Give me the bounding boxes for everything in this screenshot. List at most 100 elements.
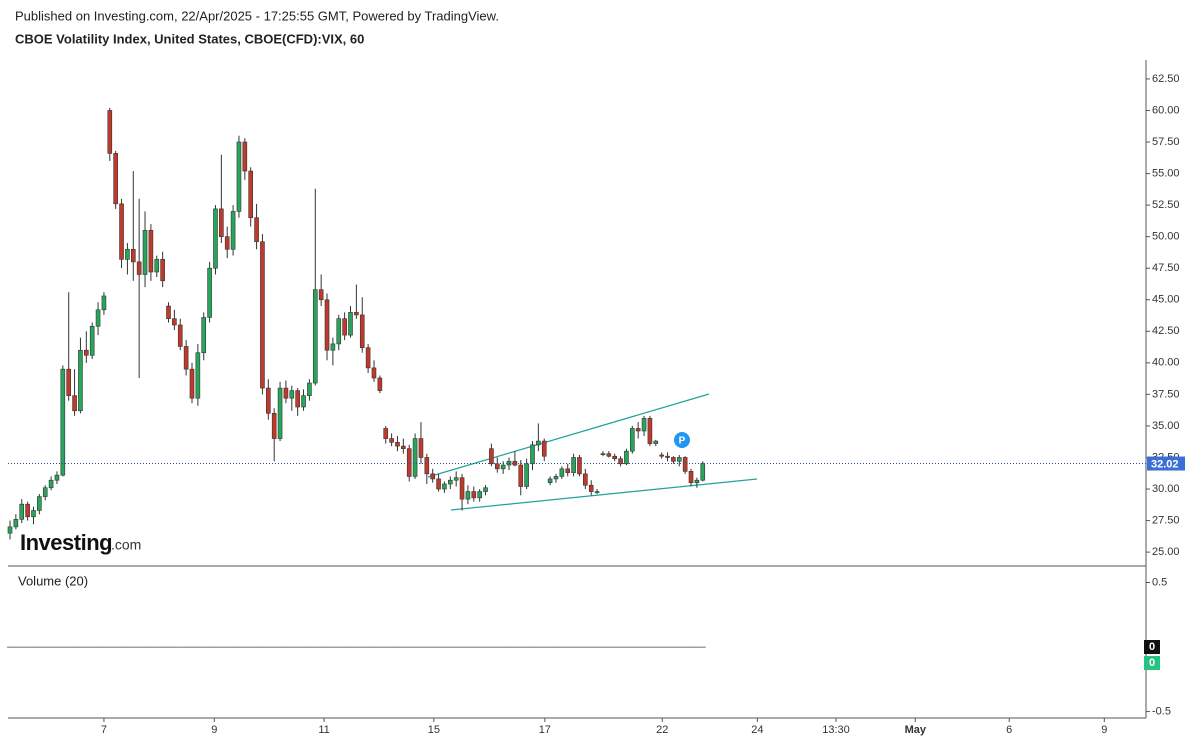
candle-body [89, 325, 95, 356]
y-tick-label: 62.50 [1152, 73, 1180, 85]
y-tick-label: 40.00 [1152, 357, 1180, 369]
candle-body [312, 289, 318, 384]
candle-body [494, 463, 500, 470]
volume-bar [6, 646, 13, 649]
candle-body [166, 305, 171, 319]
candle-body [183, 346, 189, 370]
volume-bar [470, 646, 477, 649]
volume-bar [570, 646, 577, 649]
volume-bar [241, 646, 248, 649]
candle-body [682, 457, 688, 472]
volume-bar [48, 646, 55, 649]
volume-bar [670, 646, 677, 649]
candle-body [436, 478, 441, 490]
volume-bar [605, 646, 612, 649]
volume-bar [206, 646, 213, 649]
candle-body [342, 318, 347, 336]
candle-body [659, 454, 664, 457]
volume-bar [265, 646, 272, 649]
candle-body [13, 519, 19, 528]
candle-body [172, 318, 177, 326]
volume-bar [635, 646, 642, 649]
candle-body [136, 261, 142, 275]
volume-bar [464, 646, 471, 649]
candle-body [477, 491, 482, 499]
candle-body [72, 395, 77, 412]
volume-bar [271, 646, 278, 649]
candle-body [354, 312, 359, 316]
volume-last-label: 0 [1149, 641, 1155, 653]
candle-body [641, 418, 647, 432]
volume-bar [341, 646, 348, 649]
volume-bar [347, 646, 354, 649]
candle-body [512, 460, 518, 466]
volume-bars [6, 646, 706, 649]
candle-body [148, 230, 154, 273]
x-tick-label: May [905, 724, 927, 736]
volume-title: Volume (20) [18, 573, 88, 588]
volume-bar [482, 646, 489, 649]
volume-bar [688, 646, 695, 649]
volume-bar [353, 646, 360, 649]
volume-bar [435, 646, 442, 649]
candle-body [583, 473, 588, 486]
candle-body [195, 352, 201, 399]
volume-bar [77, 646, 84, 649]
x-tick-label: 11 [318, 724, 329, 736]
candle-body [612, 455, 617, 460]
volume-bar [558, 646, 565, 649]
volume-bar [629, 646, 636, 649]
volume-bar [506, 646, 513, 649]
volume-y-tick-label: -0.5 [1152, 705, 1171, 717]
candle-body [653, 440, 659, 444]
volume-ma-box [1144, 656, 1160, 671]
x-tick-label: 9 [211, 724, 217, 736]
x-tick-label: 13:30 [822, 724, 850, 736]
candle-body [406, 448, 412, 477]
candle-body [260, 241, 265, 389]
candle-body [213, 208, 218, 269]
volume-bar [400, 646, 407, 649]
candle-body [142, 230, 148, 275]
volume-bar [370, 646, 377, 649]
candle-body [565, 468, 571, 473]
volume-bar [224, 646, 231, 649]
volume-bar [658, 646, 665, 649]
y-tick-label: 25.00 [1152, 546, 1180, 558]
y-tick-label: 37.50 [1152, 388, 1180, 400]
candle-body [448, 479, 453, 485]
y-tick-label: 60.00 [1152, 104, 1180, 116]
candle-body [518, 464, 524, 487]
candle-body [160, 259, 165, 282]
volume-bar [699, 646, 706, 649]
candle-body [383, 428, 389, 439]
candle-body [541, 440, 547, 457]
candle-body [401, 445, 406, 449]
volume-bar [259, 646, 266, 649]
candle-body [295, 390, 300, 408]
candle-body [424, 457, 430, 475]
candle-body [54, 474, 60, 481]
candle-body [459, 477, 465, 500]
volume-last-box [1144, 640, 1160, 655]
trend-line-lower [450, 478, 758, 511]
volume-y-tick-label: 0.5 [1152, 576, 1167, 588]
volume-bar [71, 646, 78, 649]
candle-body [524, 463, 529, 487]
candle-body [125, 248, 130, 260]
volume-bar [511, 646, 518, 649]
candle-body [547, 478, 553, 484]
volume-bar [406, 646, 413, 649]
volume-bar [194, 646, 201, 649]
volume-bar [89, 646, 96, 649]
volume-bar [59, 646, 66, 649]
candle-body [271, 413, 277, 439]
y-tick-label: 45.00 [1152, 294, 1180, 306]
volume-bar [676, 646, 683, 649]
volume-bar [646, 646, 653, 649]
candle-body [207, 267, 212, 318]
x-tick-label: 7 [101, 724, 107, 736]
volume-bar [212, 646, 219, 649]
